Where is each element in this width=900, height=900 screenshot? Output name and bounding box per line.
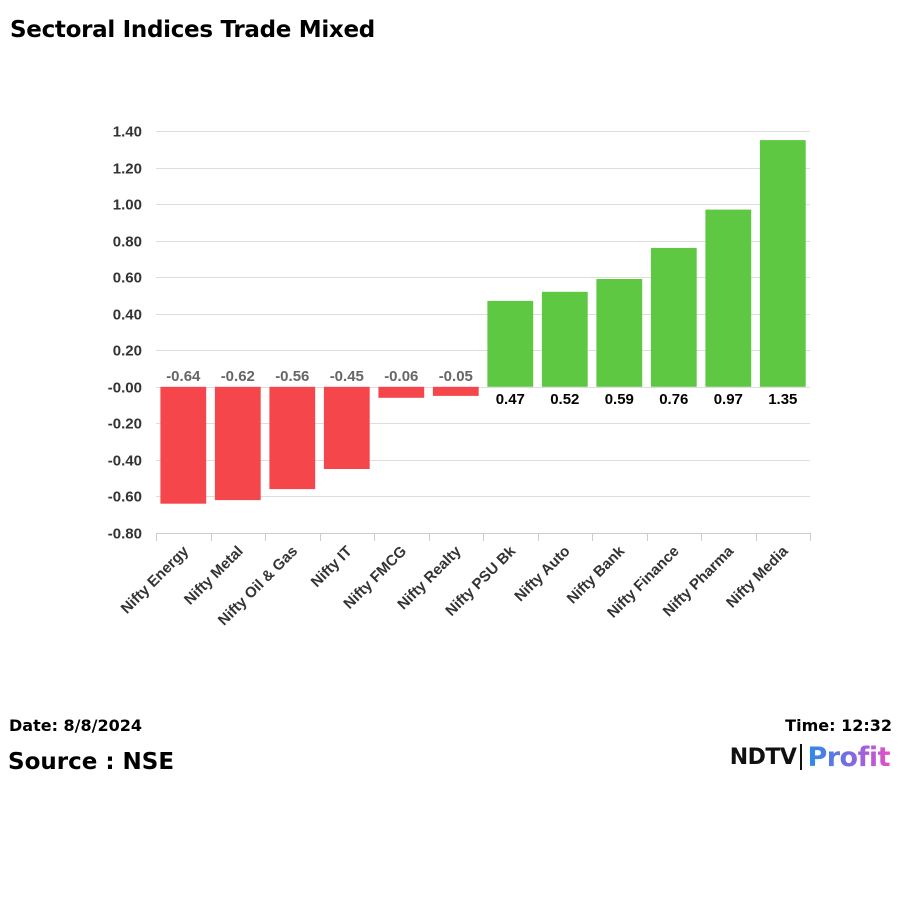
data-label: 0.97: [714, 391, 743, 408]
x-tick-label: Nifty Energy: [118, 542, 193, 617]
bars: [160, 140, 806, 504]
y-tick-label: 0.80: [113, 234, 142, 251]
y-tick-label: 0.20: [113, 343, 142, 360]
x-tick-label: Nifty IT: [308, 543, 356, 591]
y-tick-label: 0.60: [113, 270, 142, 287]
y-tick-label: 1.00: [113, 197, 142, 214]
data-label: -0.45: [330, 368, 364, 385]
data-label: -0.62: [221, 368, 255, 385]
data-label: 0.52: [550, 391, 579, 408]
bar-nifty-pharma: [705, 209, 752, 387]
y-tick-label: -0.80: [108, 526, 142, 543]
bar-nifty-finance: [650, 247, 697, 387]
y-tick-label: 0.40: [113, 307, 142, 324]
ndtv-profit-logo: NDTV Profit: [729, 740, 891, 774]
data-label: 1.35: [768, 391, 797, 408]
bar-nifty-it: [323, 386, 370, 469]
y-tick-label: -0.00: [108, 380, 142, 397]
data-label: -0.56: [275, 368, 309, 385]
time-label: Time: 12:32: [785, 716, 892, 735]
y-tick-label: -0.20: [108, 416, 142, 433]
y-tick-label: 1.40: [113, 124, 142, 141]
chart-title: Sectoral Indices Trade Mixed: [10, 17, 375, 43]
y-tick-label: 1.20: [113, 161, 142, 178]
bar-nifty-oil-gas: [269, 386, 316, 490]
grid-lines: [156, 131, 810, 534]
sectoral-bar-chart: 1.40 1.20 1.00 0.80 0.60 0.40 0.20 -0.00 -0.20 -0…: [108, 124, 811, 629]
data-label: 0.59: [605, 391, 634, 408]
date-label: Date: 8/8/2024: [9, 716, 143, 735]
y-tick-label: -0.40: [108, 453, 142, 470]
bar-nifty-metal: [214, 386, 261, 501]
bar-nifty-psu-bk: [487, 300, 534, 387]
bar-nifty-auto: [541, 291, 588, 387]
data-labels: -0.64 -0.62 -0.56 -0.45 -0.06 -0.05 0.47 0.52 0.…: [166, 368, 797, 408]
logo-sub: Profit: [807, 741, 890, 773]
y-tick-label: -0.60: [108, 489, 142, 506]
y-axis-tick-labels: 1.40 1.20 1.00 0.80 0.60 0.40 0.20 -0.00 -0.20 -0…: [108, 124, 142, 543]
data-label: -0.64: [166, 368, 201, 385]
bar-nifty-realty: [432, 386, 479, 396]
source-label: Source : NSE: [8, 749, 175, 775]
bar-nifty-fmcg: [378, 386, 425, 398]
data-label: 0.76: [659, 391, 688, 408]
bar-nifty-bank: [596, 279, 643, 387]
logo-brand: NDTV: [729, 744, 797, 770]
logo-divider: [800, 744, 803, 770]
data-label: -0.06: [384, 368, 418, 385]
data-label: -0.05: [439, 368, 473, 385]
data-label: 0.47: [496, 391, 525, 408]
bar-nifty-media: [759, 140, 806, 387]
bar-nifty-energy: [160, 386, 207, 504]
